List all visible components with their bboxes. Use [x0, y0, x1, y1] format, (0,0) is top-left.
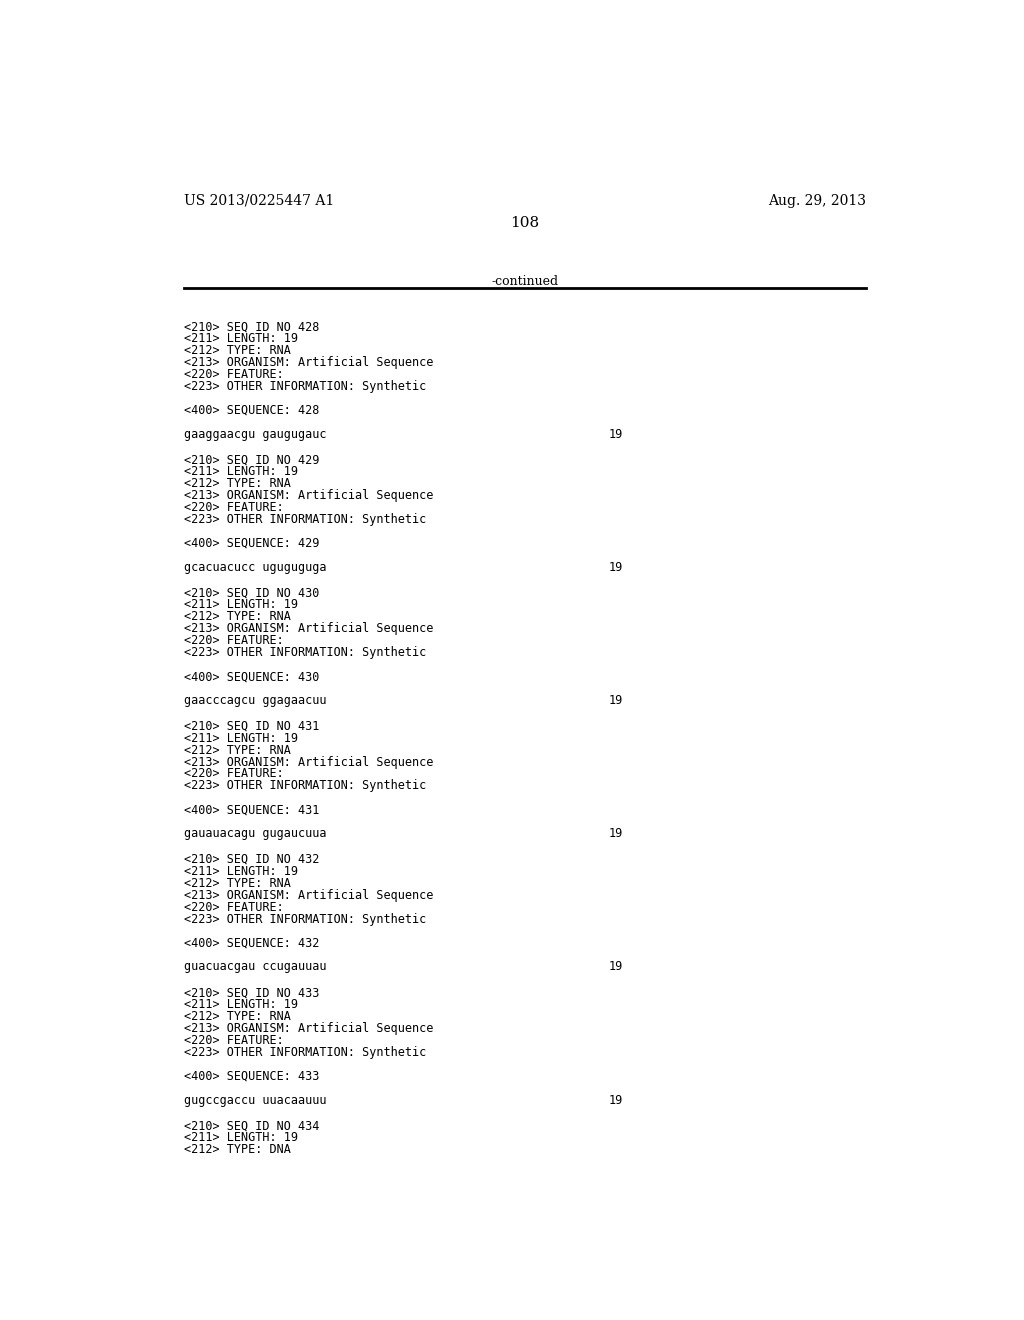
Text: gaacccagcu ggagaacuu: gaacccagcu ggagaacuu — [183, 694, 327, 708]
Text: 108: 108 — [510, 216, 540, 230]
Text: <220> FEATURE:: <220> FEATURE: — [183, 502, 284, 513]
Text: 19: 19 — [608, 561, 623, 574]
Text: <223> OTHER INFORMATION: Synthetic: <223> OTHER INFORMATION: Synthetic — [183, 779, 426, 792]
Text: <223> OTHER INFORMATION: Synthetic: <223> OTHER INFORMATION: Synthetic — [183, 1045, 426, 1059]
Text: <213> ORGANISM: Artificial Sequence: <213> ORGANISM: Artificial Sequence — [183, 888, 433, 902]
Text: guacuacgau ccugauuau: guacuacgau ccugauuau — [183, 961, 327, 973]
Text: 19: 19 — [608, 428, 623, 441]
Text: <220> FEATURE:: <220> FEATURE: — [183, 1034, 284, 1047]
Text: gaaggaacgu gaugugauc: gaaggaacgu gaugugauc — [183, 428, 327, 441]
Text: <400> SEQUENCE: 431: <400> SEQUENCE: 431 — [183, 804, 319, 816]
Text: gauauacagu gugaucuua: gauauacagu gugaucuua — [183, 828, 327, 840]
Text: 19: 19 — [608, 828, 623, 840]
Text: <400> SEQUENCE: 430: <400> SEQUENCE: 430 — [183, 671, 319, 682]
Text: <211> LENGTH: 19: <211> LENGTH: 19 — [183, 998, 298, 1011]
Text: <213> ORGANISM: Artificial Sequence: <213> ORGANISM: Artificial Sequence — [183, 490, 433, 502]
Text: <213> ORGANISM: Artificial Sequence: <213> ORGANISM: Artificial Sequence — [183, 755, 433, 768]
Text: <212> TYPE: RNA: <212> TYPE: RNA — [183, 610, 291, 623]
Text: <400> SEQUENCE: 432: <400> SEQUENCE: 432 — [183, 936, 319, 949]
Text: <220> FEATURE:: <220> FEATURE: — [183, 368, 284, 381]
Text: <210> SEQ ID NO 431: <210> SEQ ID NO 431 — [183, 719, 319, 733]
Text: <400> SEQUENCE: 433: <400> SEQUENCE: 433 — [183, 1069, 319, 1082]
Text: 19: 19 — [608, 694, 623, 708]
Text: <210> SEQ ID NO 432: <210> SEQ ID NO 432 — [183, 853, 319, 866]
Text: <211> LENGTH: 19: <211> LENGTH: 19 — [183, 465, 298, 478]
Text: <213> ORGANISM: Artificial Sequence: <213> ORGANISM: Artificial Sequence — [183, 1022, 433, 1035]
Text: <212> TYPE: RNA: <212> TYPE: RNA — [183, 1010, 291, 1023]
Text: <400> SEQUENCE: 428: <400> SEQUENCE: 428 — [183, 404, 319, 417]
Text: <211> LENGTH: 19: <211> LENGTH: 19 — [183, 1131, 298, 1144]
Text: <223> OTHER INFORMATION: Synthetic: <223> OTHER INFORMATION: Synthetic — [183, 380, 426, 393]
Text: gugccgaccu uuacaauuu: gugccgaccu uuacaauuu — [183, 1093, 327, 1106]
Text: <212> TYPE: RNA: <212> TYPE: RNA — [183, 876, 291, 890]
Text: <210> SEQ ID NO 430: <210> SEQ ID NO 430 — [183, 586, 319, 599]
Text: <213> ORGANISM: Artificial Sequence: <213> ORGANISM: Artificial Sequence — [183, 622, 433, 635]
Text: 19: 19 — [608, 961, 623, 973]
Text: <211> LENGTH: 19: <211> LENGTH: 19 — [183, 598, 298, 611]
Text: <223> OTHER INFORMATION: Synthetic: <223> OTHER INFORMATION: Synthetic — [183, 912, 426, 925]
Text: Aug. 29, 2013: Aug. 29, 2013 — [768, 194, 866, 207]
Text: US 2013/0225447 A1: US 2013/0225447 A1 — [183, 194, 334, 207]
Text: <211> LENGTH: 19: <211> LENGTH: 19 — [183, 865, 298, 878]
Text: <212> TYPE: DNA: <212> TYPE: DNA — [183, 1143, 291, 1156]
Text: <223> OTHER INFORMATION: Synthetic: <223> OTHER INFORMATION: Synthetic — [183, 647, 426, 659]
Text: <212> TYPE: RNA: <212> TYPE: RNA — [183, 478, 291, 490]
Text: <210> SEQ ID NO 429: <210> SEQ ID NO 429 — [183, 453, 319, 466]
Text: <212> TYPE: RNA: <212> TYPE: RNA — [183, 743, 291, 756]
Text: gcacuacucc uguguguga: gcacuacucc uguguguga — [183, 561, 327, 574]
Text: <220> FEATURE:: <220> FEATURE: — [183, 635, 284, 647]
Text: <210> SEQ ID NO 434: <210> SEQ ID NO 434 — [183, 1119, 319, 1133]
Text: <220> FEATURE:: <220> FEATURE: — [183, 900, 284, 913]
Text: <220> FEATURE:: <220> FEATURE: — [183, 767, 284, 780]
Text: 19: 19 — [608, 1093, 623, 1106]
Text: <211> LENGTH: 19: <211> LENGTH: 19 — [183, 333, 298, 345]
Text: -continued: -continued — [492, 276, 558, 289]
Text: <210> SEQ ID NO 433: <210> SEQ ID NO 433 — [183, 986, 319, 999]
Text: <213> ORGANISM: Artificial Sequence: <213> ORGANISM: Artificial Sequence — [183, 356, 433, 368]
Text: <211> LENGTH: 19: <211> LENGTH: 19 — [183, 731, 298, 744]
Text: <400> SEQUENCE: 429: <400> SEQUENCE: 429 — [183, 537, 319, 550]
Text: <223> OTHER INFORMATION: Synthetic: <223> OTHER INFORMATION: Synthetic — [183, 513, 426, 525]
Text: <210> SEQ ID NO 428: <210> SEQ ID NO 428 — [183, 321, 319, 333]
Text: <212> TYPE: RNA: <212> TYPE: RNA — [183, 345, 291, 356]
